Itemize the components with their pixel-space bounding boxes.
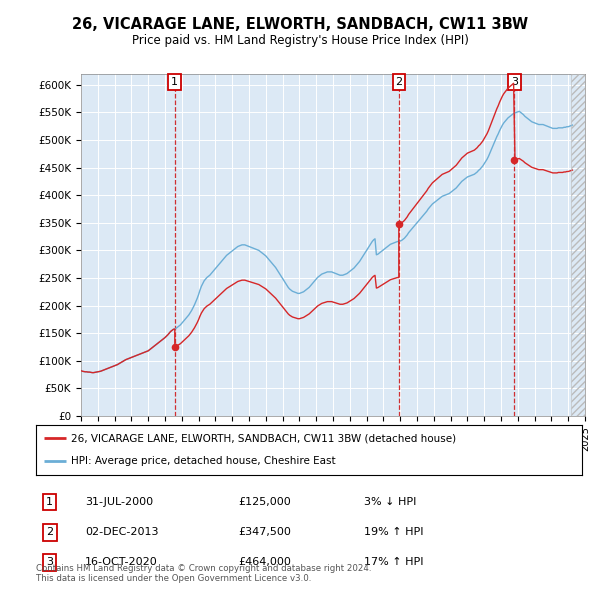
Text: 1: 1 (171, 77, 178, 87)
Text: 26, VICARAGE LANE, ELWORTH, SANDBACH, CW11 3BW (detached house): 26, VICARAGE LANE, ELWORTH, SANDBACH, CW… (71, 433, 457, 443)
Text: Contains HM Land Registry data © Crown copyright and database right 2024.
This d: Contains HM Land Registry data © Crown c… (36, 563, 371, 583)
Text: 2: 2 (46, 527, 53, 537)
Text: 3% ↓ HPI: 3% ↓ HPI (364, 497, 416, 507)
Text: £464,000: £464,000 (238, 558, 291, 568)
Text: £125,000: £125,000 (238, 497, 291, 507)
Text: 1: 1 (46, 497, 53, 507)
Text: 26, VICARAGE LANE, ELWORTH, SANDBACH, CW11 3BW: 26, VICARAGE LANE, ELWORTH, SANDBACH, CW… (72, 17, 528, 31)
Text: 3: 3 (46, 558, 53, 568)
Text: 19% ↑ HPI: 19% ↑ HPI (364, 527, 423, 537)
Text: 17% ↑ HPI: 17% ↑ HPI (364, 558, 423, 568)
Text: 31-JUL-2000: 31-JUL-2000 (85, 497, 153, 507)
Text: HPI: Average price, detached house, Cheshire East: HPI: Average price, detached house, Ches… (71, 457, 336, 467)
Text: 2: 2 (395, 77, 403, 87)
Text: £347,500: £347,500 (238, 527, 291, 537)
Text: 16-OCT-2020: 16-OCT-2020 (85, 558, 158, 568)
Text: 02-DEC-2013: 02-DEC-2013 (85, 527, 158, 537)
Text: 3: 3 (511, 77, 518, 87)
Text: Price paid vs. HM Land Registry's House Price Index (HPI): Price paid vs. HM Land Registry's House … (131, 34, 469, 47)
